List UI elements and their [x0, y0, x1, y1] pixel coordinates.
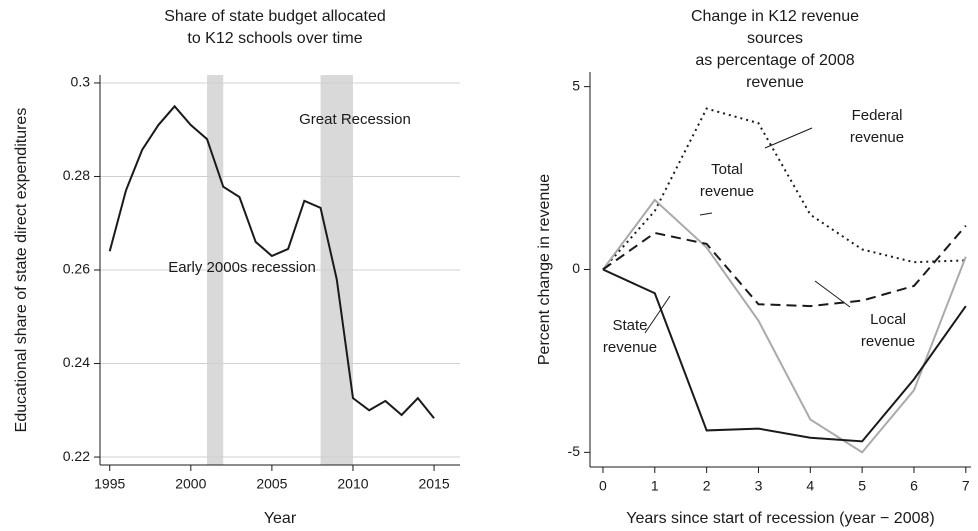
x-tick-label: 0 — [599, 478, 607, 494]
x-tick-label: 2015 — [418, 476, 449, 492]
x-tick-label: 2000 — [175, 476, 206, 492]
chart-title: Change in K12 revenue sources as percent… — [690, 8, 860, 91]
y-tick-label: -5 — [568, 443, 581, 459]
annotation: Great Recession — [299, 111, 411, 128]
data-line — [602, 107, 966, 271]
y-axis-label: Percent change in revenue — [536, 174, 553, 365]
y-tick-label: 0.22 — [63, 448, 90, 464]
x-tick-label: 3 — [755, 478, 763, 494]
x-tick-label: 6 — [910, 478, 918, 494]
annotation: Early 2000s recession — [168, 259, 316, 276]
data-line — [602, 224, 967, 308]
chart-title: Share of state budget allocated to K12 s… — [164, 8, 386, 47]
data-line — [602, 268, 967, 443]
y-tick-label: 0.24 — [63, 354, 90, 370]
leader-line — [644, 295, 671, 334]
series-label: Federal revenue — [849, 107, 905, 146]
series-label: Total revenue — [699, 161, 755, 200]
data-line — [108, 104, 435, 419]
x-axis-label: Years since start of recession (year − 2… — [626, 510, 934, 527]
x-tick-label: 2 — [703, 478, 711, 494]
x-axis-label: Year — [264, 510, 297, 527]
y-axis-label: Educational share of state direct expend… — [13, 108, 30, 433]
x-tick-label: 5 — [858, 478, 866, 494]
leader-line — [699, 212, 713, 216]
y-tick-label: 0.3 — [71, 74, 91, 90]
leader-line — [764, 127, 813, 149]
y-tick-label: 0.28 — [63, 167, 90, 183]
y-tick-label: 0 — [572, 260, 580, 276]
x-tick-label: 1995 — [94, 476, 125, 492]
leader-line — [814, 280, 851, 308]
series-label: Local revenue — [860, 311, 916, 350]
x-tick-label: 2010 — [337, 476, 368, 492]
x-tick-label: 7 — [962, 478, 970, 494]
series-label: State revenue — [602, 317, 658, 356]
x-tick-label: 4 — [806, 478, 814, 494]
y-tick-label: 0.26 — [63, 261, 90, 277]
x-tick-label: 1 — [651, 478, 659, 494]
data-line — [602, 198, 967, 454]
x-tick-label: 2005 — [256, 476, 287, 492]
y-tick-label: 5 — [572, 77, 580, 93]
